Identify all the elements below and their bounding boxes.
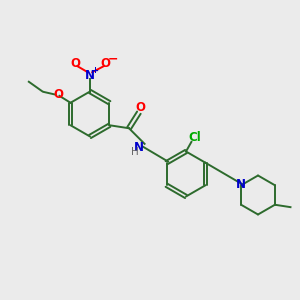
Text: N: N	[134, 141, 144, 154]
Text: O: O	[53, 88, 63, 101]
Text: O: O	[70, 57, 81, 70]
Text: H: H	[131, 147, 139, 157]
Text: N: N	[85, 69, 95, 82]
Text: O: O	[100, 57, 110, 70]
Text: Cl: Cl	[188, 131, 201, 144]
Text: +: +	[92, 66, 99, 75]
Text: N: N	[236, 178, 246, 191]
Text: O: O	[135, 101, 146, 114]
Text: −: −	[108, 52, 118, 66]
